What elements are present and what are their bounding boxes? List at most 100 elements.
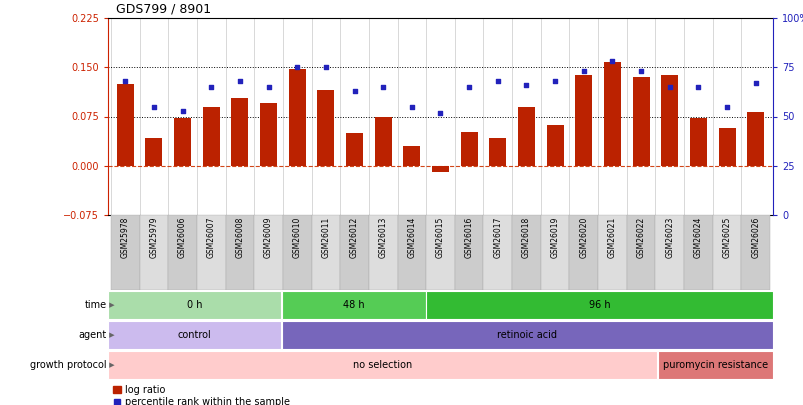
Bar xyxy=(683,215,712,290)
Bar xyxy=(254,215,283,290)
Text: GSM26026: GSM26026 xyxy=(750,217,760,258)
Text: ▶: ▶ xyxy=(107,302,115,308)
Text: GSM26013: GSM26013 xyxy=(378,217,387,258)
Text: GSM26014: GSM26014 xyxy=(407,217,416,258)
Point xyxy=(577,68,589,75)
Text: GSM26016: GSM26016 xyxy=(464,217,473,258)
Text: GSM26015: GSM26015 xyxy=(435,217,444,258)
Bar xyxy=(288,68,305,166)
Bar xyxy=(483,215,512,290)
Text: time: time xyxy=(84,300,106,310)
Point xyxy=(377,84,389,90)
Point xyxy=(634,68,646,75)
Bar xyxy=(225,215,254,290)
Point xyxy=(520,82,532,88)
Bar xyxy=(397,215,426,290)
Text: GSM26019: GSM26019 xyxy=(550,217,559,258)
Point xyxy=(748,80,761,86)
Bar xyxy=(689,119,706,166)
Bar xyxy=(202,107,219,166)
Bar xyxy=(108,321,281,349)
Bar xyxy=(540,215,569,290)
Bar xyxy=(488,138,506,166)
Text: GSM26021: GSM26021 xyxy=(607,217,616,258)
Bar xyxy=(546,125,563,166)
Bar xyxy=(140,215,168,290)
Point xyxy=(319,64,332,70)
Text: GSM26009: GSM26009 xyxy=(263,217,273,258)
Bar xyxy=(374,117,391,166)
Point xyxy=(691,84,704,90)
Bar xyxy=(168,215,197,290)
Point xyxy=(147,103,160,110)
Text: GSM26006: GSM26006 xyxy=(177,217,187,258)
Bar xyxy=(145,138,162,166)
Text: growth protocol: growth protocol xyxy=(30,360,106,370)
Bar xyxy=(345,133,363,166)
Point xyxy=(463,84,475,90)
Bar xyxy=(111,215,140,290)
Bar xyxy=(632,77,649,166)
Bar xyxy=(517,107,535,166)
Text: retinoic acid: retinoic acid xyxy=(496,330,556,340)
Bar xyxy=(512,215,540,290)
Text: GSM26012: GSM26012 xyxy=(349,217,359,258)
Point xyxy=(491,78,503,84)
Bar xyxy=(317,90,334,166)
Bar xyxy=(460,132,477,166)
Text: GSM26017: GSM26017 xyxy=(493,217,502,258)
Text: puromycin resistance: puromycin resistance xyxy=(662,360,767,370)
Text: GSM25978: GSM25978 xyxy=(120,217,129,258)
Text: GSM26018: GSM26018 xyxy=(521,217,530,258)
Text: 0 h: 0 h xyxy=(187,300,202,310)
Bar xyxy=(197,215,225,290)
Point xyxy=(719,103,732,110)
Point xyxy=(291,64,304,70)
Bar xyxy=(746,112,764,166)
Text: no selection: no selection xyxy=(353,360,412,370)
Bar xyxy=(712,215,740,290)
Text: GSM26022: GSM26022 xyxy=(636,217,645,258)
Text: ▶: ▶ xyxy=(107,362,115,368)
Point xyxy=(262,84,275,90)
Bar xyxy=(426,291,772,319)
Bar xyxy=(231,98,248,166)
Bar xyxy=(626,215,654,290)
Point xyxy=(605,58,618,64)
Text: GSM25979: GSM25979 xyxy=(149,217,158,258)
Point xyxy=(205,84,218,90)
Bar xyxy=(569,215,597,290)
Bar xyxy=(660,75,678,166)
Bar xyxy=(281,291,426,319)
Bar xyxy=(108,351,656,379)
Point xyxy=(233,78,246,84)
Text: agent: agent xyxy=(78,330,106,340)
Bar xyxy=(654,215,683,290)
Text: GSM26025: GSM26025 xyxy=(722,217,731,258)
Bar xyxy=(740,215,769,290)
Point xyxy=(434,109,446,116)
Bar xyxy=(311,215,340,290)
Bar xyxy=(116,84,133,166)
Text: 48 h: 48 h xyxy=(343,300,364,310)
Bar xyxy=(574,75,592,166)
Text: control: control xyxy=(177,330,211,340)
Bar xyxy=(173,119,191,166)
Text: GSM26020: GSM26020 xyxy=(579,217,588,258)
Bar xyxy=(597,215,626,290)
Point xyxy=(405,103,418,110)
Text: GSM26008: GSM26008 xyxy=(235,217,244,258)
Bar xyxy=(403,146,420,166)
Bar xyxy=(369,215,397,290)
Bar xyxy=(431,166,449,172)
Text: 96 h: 96 h xyxy=(588,300,609,310)
Bar xyxy=(718,128,735,166)
Text: GSM26024: GSM26024 xyxy=(693,217,702,258)
Point xyxy=(176,107,189,114)
Legend: log ratio, percentile rank within the sample: log ratio, percentile rank within the sa… xyxy=(112,385,289,405)
Bar xyxy=(108,291,281,319)
Point xyxy=(662,84,675,90)
Bar xyxy=(283,215,311,290)
Bar xyxy=(657,351,772,379)
Bar xyxy=(603,62,620,166)
